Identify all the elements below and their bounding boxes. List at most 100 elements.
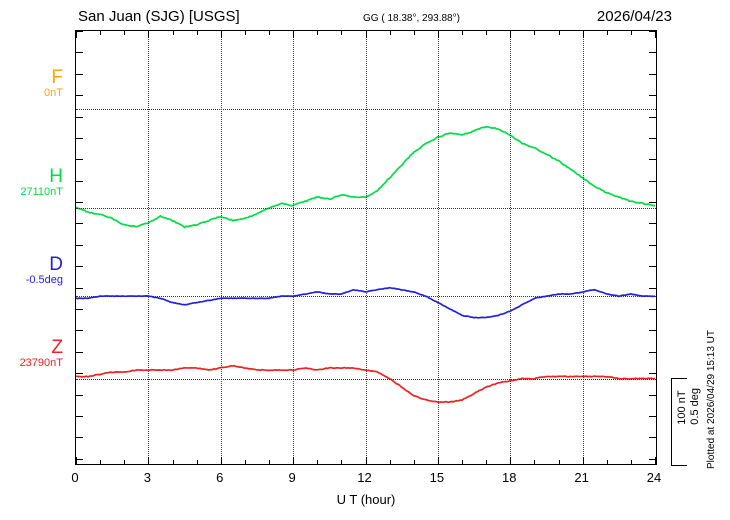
y-axis-tick-left	[76, 180, 83, 182]
y-axis-tick-left	[76, 244, 83, 246]
y-axis-tick-right	[649, 202, 656, 204]
x-axis-tick-label: 6	[216, 470, 224, 485]
x-axis-major-tick-top	[365, 31, 367, 38]
baseline-gridline-f	[76, 109, 656, 111]
x-axis-minor-tick	[269, 460, 270, 464]
y-axis-tick-right	[649, 394, 656, 396]
x-axis-minor-tick-top	[196, 31, 198, 35]
component-letter-h: H	[49, 165, 63, 187]
y-axis-tick-left	[76, 73, 83, 75]
x-axis-tick-label: 9	[288, 470, 296, 485]
baseline-gridline-h	[76, 207, 656, 209]
x-axis-minor-tick	[317, 460, 319, 464]
x-axis-major-tick	[293, 457, 295, 464]
x-axis-major-tick	[437, 457, 439, 464]
scale-bar-label: 100 nT 0.5 deg	[676, 388, 702, 425]
y-axis-tick-right	[649, 244, 656, 246]
x-axis-minor-tick-top	[317, 31, 319, 35]
y-axis-tick-left	[76, 287, 83, 289]
x-axis-minor-tick-top	[486, 31, 488, 35]
x-axis-minor-tick-top	[462, 31, 463, 35]
y-axis-tick-left	[76, 330, 83, 332]
x-axis-minor-tick-top	[124, 31, 126, 35]
y-axis-tick-left	[76, 351, 83, 353]
component-label-d: D -0.5deg	[26, 255, 63, 287]
y-axis-tick-left	[76, 415, 83, 417]
scale-bar	[671, 378, 672, 466]
y-axis-tick-left	[76, 137, 83, 139]
x-axis-minor-tick	[244, 460, 246, 464]
y-axis-tick-left	[76, 266, 83, 268]
baseline-gridline-z	[76, 378, 656, 380]
x-axis-major-tick-top	[148, 31, 150, 38]
x-axis-major-tick-top	[437, 31, 439, 38]
component-label-h: H 27110nT	[20, 167, 63, 199]
vertical-gridline	[510, 31, 512, 464]
y-axis-tick-left	[76, 202, 83, 204]
x-axis-tick-label: 18	[502, 470, 517, 485]
geographic-coordinates: GG ( 18.38°, 293.88°)	[363, 13, 460, 24]
y-axis-tick-right	[649, 266, 656, 268]
x-axis-minor-tick-top	[534, 31, 536, 35]
y-axis-tick-right	[649, 159, 656, 161]
vertical-gridline	[365, 31, 367, 464]
x-axis-minor-tick	[172, 460, 174, 464]
y-axis-tick-right	[649, 309, 656, 311]
y-axis-tick-right	[649, 52, 656, 54]
x-axis-minor-tick	[124, 460, 126, 464]
x-axis-major-tick-top	[655, 31, 656, 38]
scale-bar-bottom-cap	[671, 465, 687, 466]
x-axis-major-tick-top	[510, 31, 512, 38]
x-axis-major-tick-top	[293, 31, 295, 38]
x-axis-major-tick	[510, 457, 512, 464]
y-axis-tick-right	[649, 458, 656, 460]
x-axis-tick-label: 15	[429, 470, 445, 485]
y-axis-tick-left	[76, 394, 83, 396]
component-baseline-value-d: -0.5deg	[25, 274, 63, 287]
y-axis-tick-right	[649, 137, 656, 139]
y-axis-tick-right	[649, 180, 656, 182]
x-axis-tick-label: 21	[574, 470, 589, 485]
y-axis-tick-right	[649, 287, 656, 289]
x-axis-tick-label: 0	[71, 470, 79, 485]
x-axis-major-tick	[148, 457, 150, 464]
component-letter-d: D	[49, 254, 63, 276]
observation-date: 2026/04/23	[596, 8, 672, 25]
vertical-gridline	[220, 31, 222, 464]
x-axis-minor-tick	[558, 460, 560, 464]
x-axis-minor-tick-top	[341, 31, 343, 35]
plot-frame	[75, 30, 657, 465]
component-label-z: Z 23790nT	[20, 338, 63, 370]
x-axis-minor-tick	[341, 460, 343, 464]
x-axis-minor-tick-top	[269, 31, 270, 35]
plotted-at-timestamp: Plotted at 2026/04/29 15:13 UT	[706, 330, 717, 469]
x-axis-major-tick	[582, 457, 584, 464]
x-axis-minor-tick-top	[413, 31, 415, 35]
x-axis-minor-tick	[196, 460, 198, 464]
vertical-gridline	[293, 31, 295, 464]
x-axis-minor-tick-top	[172, 31, 174, 35]
component-letter-f: F	[51, 67, 63, 89]
y-axis-tick-left	[76, 159, 83, 161]
x-axis-minor-tick	[486, 460, 488, 464]
x-axis-tick-label: 12	[357, 470, 372, 485]
x-axis-minor-tick-top	[606, 31, 608, 35]
x-axis-minor-tick	[389, 460, 391, 464]
y-axis-tick-left	[76, 309, 83, 311]
y-axis-tick-left	[76, 373, 83, 375]
y-axis-tick-right	[649, 330, 656, 332]
y-axis-tick-left	[76, 95, 83, 97]
scale-nt-label: 100 nT	[676, 390, 688, 425]
y-axis-tick-right	[649, 223, 656, 225]
component-baseline-value-z: 23790nT	[19, 356, 63, 369]
x-axis-tick-label: 24	[646, 470, 662, 485]
y-axis-tick-right	[649, 95, 656, 97]
x-axis-minor-tick-top	[100, 31, 102, 35]
x-axis-major-tick-top	[220, 31, 222, 38]
x-axis-major-tick	[655, 457, 656, 464]
y-axis-tick-right	[649, 415, 656, 417]
x-axis-minor-tick	[534, 460, 536, 464]
x-axis-title: U T (hour)	[336, 492, 396, 507]
y-axis-tick-left	[76, 437, 83, 439]
